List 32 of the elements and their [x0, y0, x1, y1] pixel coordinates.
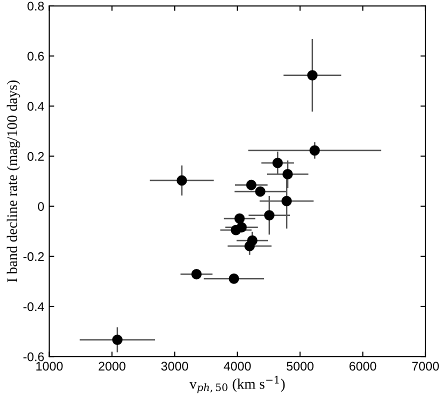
point — [230, 224, 242, 236]
y-tick-label: 0.2 — [28, 152, 44, 161]
point — [234, 213, 245, 224]
x-tick-label: 1000 — [36, 362, 63, 371]
y-tick-label: 0.4 — [28, 102, 44, 111]
point — [281, 196, 292, 206]
point — [191, 268, 202, 280]
point — [264, 210, 274, 220]
point — [176, 175, 188, 186]
point — [272, 158, 283, 168]
y-tick-label: -0.4 — [23, 302, 44, 312]
y-tick-label: -0.6 — [23, 352, 44, 362]
y-tick-label: 0 — [38, 202, 44, 211]
x-tick-label: 7000 — [412, 362, 439, 371]
point — [255, 186, 266, 197]
point — [112, 334, 123, 345]
y-tick-label: 0.8 — [28, 2, 44, 11]
y-tick-label: -0.2 — [23, 252, 44, 262]
point — [307, 70, 318, 80]
point — [228, 273, 240, 284]
y-tick-label: 0.6 — [28, 52, 44, 61]
x-tick-label: 4000 — [224, 362, 251, 371]
x-tick-label: 6000 — [350, 362, 376, 371]
point — [309, 145, 320, 156]
x-axis-title: v$_{ph,50}$ (km s$^{−1}$) — [189, 376, 285, 394]
y-axis-title: I band decline rate (mag/100 days) — [6, 80, 20, 282]
point — [282, 169, 293, 180]
point — [244, 240, 255, 252]
x-tick-label: 2000 — [98, 362, 126, 371]
x-tick-label: 3000 — [161, 362, 188, 371]
x-tick-label: 5000 — [286, 362, 314, 371]
point — [246, 180, 256, 190]
